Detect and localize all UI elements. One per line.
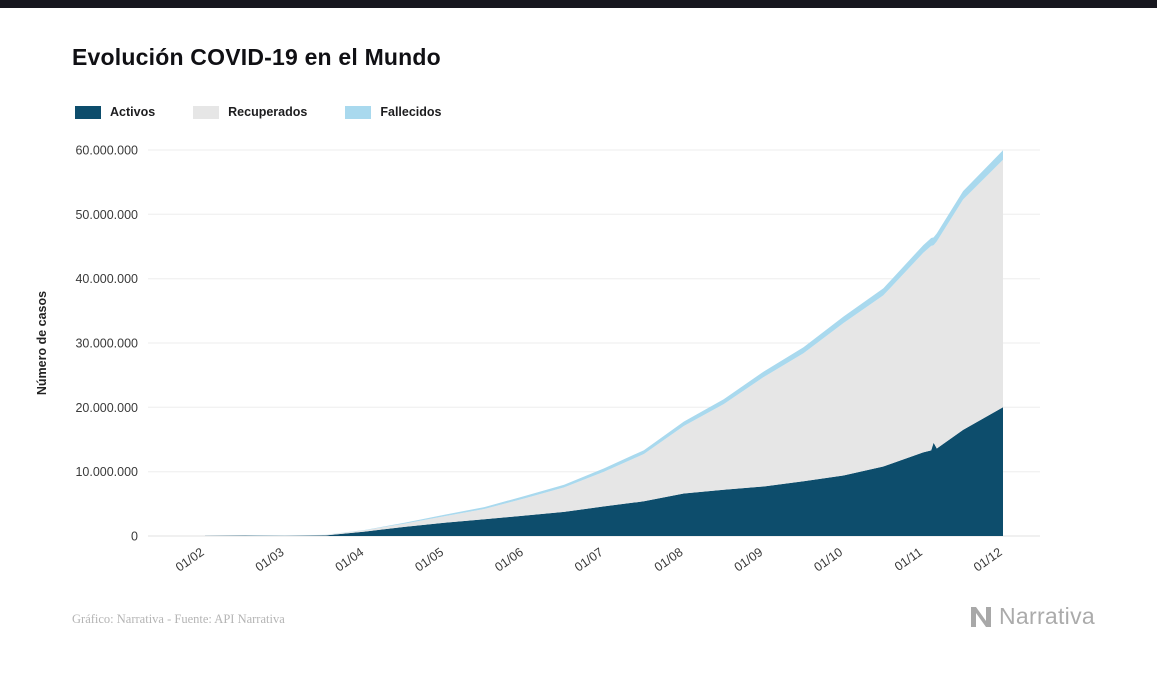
legend: Activos Recuperados Fallecidos: [75, 105, 442, 119]
x-tick-label: 01/05: [412, 545, 446, 574]
y-tick-label: 50.000.000: [75, 208, 138, 222]
chart-source-credit: Gráfico: Narrativa - Fuente: API Narrati…: [72, 612, 285, 626]
x-tick-label: 01/08: [652, 545, 686, 574]
legend-swatch-activos: [75, 105, 101, 119]
x-tick-label: 01/07: [572, 545, 606, 574]
y-tick-label: 10.000.000: [75, 465, 138, 479]
x-tick-label: 01/04: [333, 545, 367, 574]
y-tick-label: 60.000.000: [75, 144, 138, 158]
window-top-strip: [0, 0, 1157, 8]
x-tick-label: 01/10: [811, 545, 845, 574]
y-tick-label: 20.000.000: [75, 401, 138, 415]
covid-stacked-area-chart: 0 10.000.000 20.000.000 30.000.000 40.000.00…: [35, 144, 1040, 574]
narrativa-logo: Narrativa: [968, 603, 1095, 630]
legend-label-recuperados: Recuperados: [228, 105, 308, 119]
narrativa-logo-text: Narrativa: [998, 603, 1095, 629]
area-recuperados: [205, 159, 1003, 536]
legend-label-fallecidos: Fallecidos: [380, 105, 442, 119]
x-tick-label: 01/12: [971, 545, 1005, 574]
x-tick-label: 01/11: [892, 545, 925, 574]
legend-item-recuperados[interactable]: Recuperados: [193, 105, 307, 119]
legend-item-fallecidos[interactable]: Fallecidos: [345, 105, 442, 119]
narrativa-logo-icon: [970, 606, 991, 627]
x-tick-label: 01/06: [492, 545, 526, 574]
x-tick-label: 01/09: [732, 545, 766, 574]
chart-title: Evolución COVID-19 en el Mundo: [72, 44, 441, 70]
x-tick-label: 01/03: [253, 545, 287, 574]
y-tick-label: 40.000.000: [75, 272, 138, 286]
x-tick-label: 01/02: [173, 545, 207, 574]
legend-item-activos[interactable]: Activos: [75, 105, 155, 119]
y-tick-label: 0: [131, 530, 138, 544]
legend-swatch-recuperados: [193, 105, 220, 119]
area-activos: [205, 407, 1003, 536]
y-axis-title: Número de casos: [35, 291, 49, 395]
y-tick-label: 30.000.000: [75, 337, 138, 351]
legend-label-activos: Activos: [110, 105, 156, 119]
legend-swatch-fallecidos: [345, 105, 372, 119]
